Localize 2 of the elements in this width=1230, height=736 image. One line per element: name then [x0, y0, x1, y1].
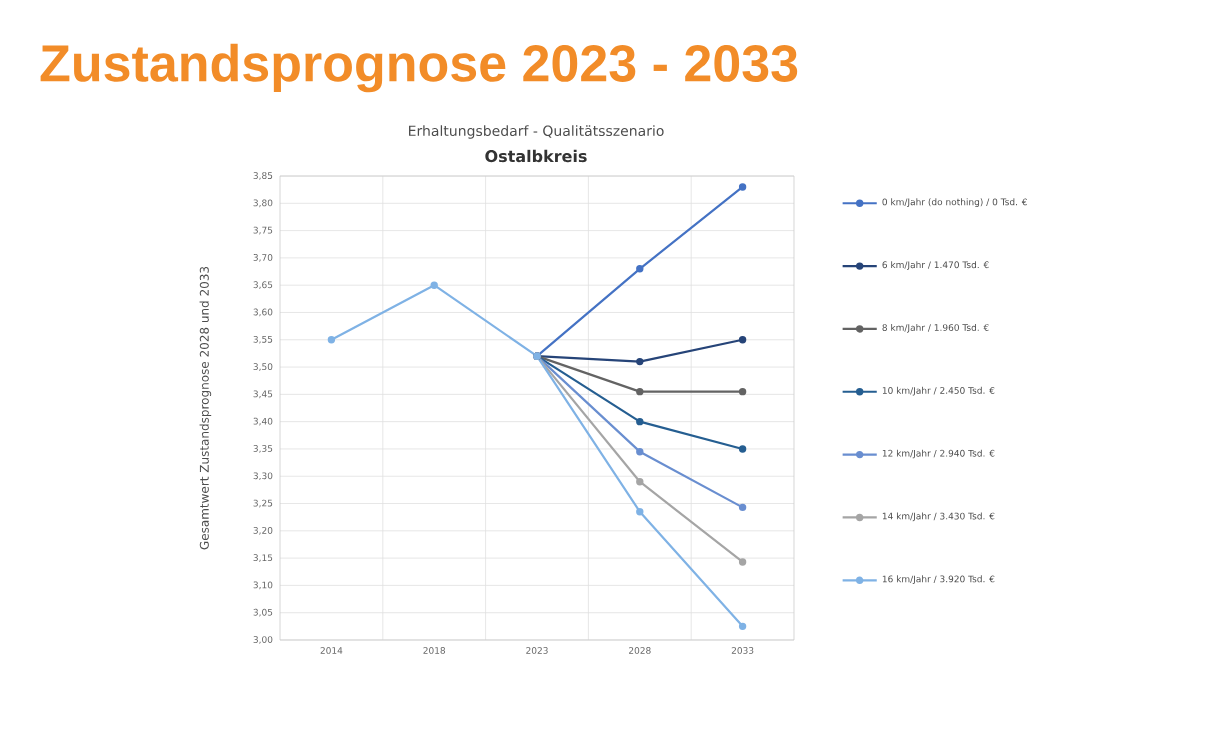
text: Ostalbkreis	[485, 149, 587, 163]
chart-title: Zustandsprognose 2023 - 2033	[40, 43, 798, 93]
